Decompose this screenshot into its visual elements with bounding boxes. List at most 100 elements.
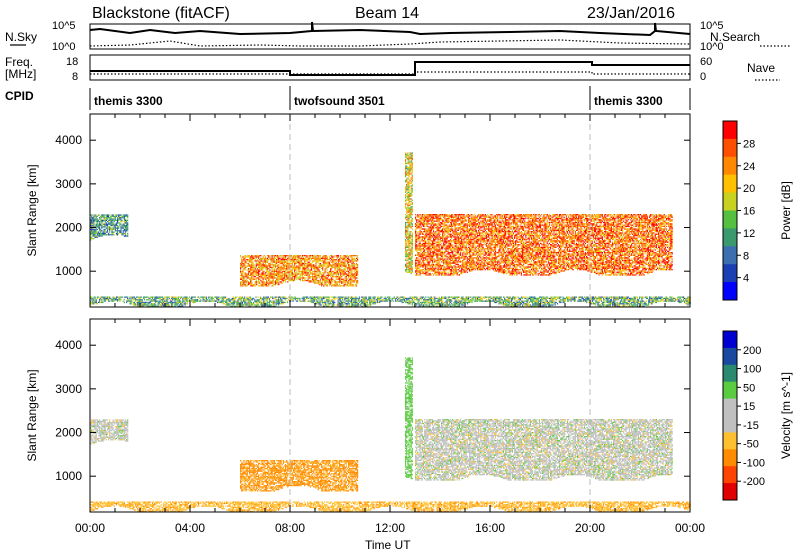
power-panel-cell [466, 259, 468, 262]
power-panel-cell [478, 235, 480, 237]
power-panel-cell [485, 224, 488, 226]
power-panel-cell [303, 273, 305, 275]
power-panel-cell [354, 278, 356, 280]
power-panel-cell [113, 217, 115, 219]
power-panel-cell [103, 232, 105, 235]
power-panel-cell [458, 233, 461, 235]
power-panel-cell [444, 267, 446, 269]
power-panel-cell [407, 206, 409, 208]
power-panel-cell [351, 272, 353, 274]
power-panel-cell [479, 221, 481, 224]
power-panel-cell [342, 256, 344, 258]
power-panel-cell [103, 217, 105, 219]
power-panel-cell [427, 270, 429, 272]
power-panel-cell [312, 260, 314, 262]
power-panel-cell [464, 225, 466, 228]
power-panel-cell [424, 237, 426, 239]
power-panel-cell [467, 258, 470, 260]
power-panel-cell [448, 217, 450, 220]
power-panel-cell [469, 238, 471, 241]
power-panel-cell [410, 261, 412, 263]
power-panel-cell [422, 266, 425, 268]
power-panel-cell [245, 282, 247, 284]
power-panel-cell [460, 220, 462, 222]
power-panel-cell [253, 270, 255, 273]
power-panel-cell [454, 214, 456, 216]
power-panel-cell [471, 223, 473, 225]
power-panel-cell [464, 269, 466, 271]
power-panel-cell [429, 235, 431, 237]
power-panel-cell [92, 235, 94, 237]
power-panel-cell [259, 264, 261, 266]
power-panel-cell [458, 244, 461, 246]
power-panel-cell [408, 197, 410, 199]
power-panel-cell [410, 169, 412, 171]
power-panel-cell [245, 276, 247, 278]
power-panel-cell [406, 193, 408, 195]
power-panel-cell [424, 263, 426, 266]
power-panel-cell [438, 257, 440, 259]
power-panel-cell [127, 232, 129, 235]
power-panel-cell [273, 255, 275, 257]
power-panel-cell [438, 262, 440, 264]
power-panel-cell [409, 261, 411, 263]
power-panel-cell [422, 259, 425, 262]
power-panel-cell [457, 245, 459, 247]
power-panel-cell [260, 259, 262, 261]
power-panel-cell [453, 236, 455, 238]
power-panel-cell [473, 235, 475, 237]
power-panel-cell [406, 246, 408, 248]
power-panel-cell [124, 224, 127, 227]
power-panel-cell [406, 190, 408, 192]
power-panel-cell [418, 231, 420, 233]
power-panel-cell [406, 187, 408, 190]
power-panel-cell [455, 267, 457, 269]
power-panel-cell [406, 242, 408, 245]
power-panel-cell [465, 229, 467, 231]
power-panel-cell [478, 229, 480, 231]
power-panel-cell [417, 257, 419, 259]
power-panel-cell [94, 231, 96, 233]
power-panel-cell [307, 276, 309, 278]
power-panel-cell [445, 259, 447, 262]
power-panel-cell [456, 220, 458, 222]
power-panel-cell [416, 219, 418, 221]
power-panel-cell [473, 249, 475, 251]
power-panel-cell [250, 270, 252, 273]
power-panel-cell [440, 221, 443, 224]
power-panel-cell [250, 265, 252, 267]
power-panel-cell [95, 217, 97, 219]
power-panel-cell [420, 250, 422, 252]
power-panel-cell [405, 214, 407, 216]
power-panel-cell [418, 259, 420, 262]
power-panel-cell [411, 255, 413, 258]
power-panel-cell [469, 217, 471, 220]
power-panel-cell [312, 278, 314, 280]
power-panel-cell [429, 227, 431, 229]
power-panel-cell [464, 261, 466, 263]
power-panel-cell [348, 262, 350, 265]
power-panel-cell [312, 272, 314, 274]
power-panel-cell [426, 263, 428, 266]
power-panel-cell [255, 279, 257, 282]
power-panel-cell [408, 169, 410, 171]
power-panel-cell [484, 217, 486, 220]
power-panel-cell [409, 250, 411, 252]
power-panel-cell [406, 195, 408, 197]
power-panel-cell [344, 277, 346, 279]
power-panel-cell [255, 283, 257, 286]
power-panel-cell [276, 278, 278, 280]
power-panel-cell [315, 276, 317, 278]
power-panel-cell [256, 274, 259, 276]
power-panel-cell [417, 249, 419, 251]
power-panel-cell [281, 262, 283, 265]
power-panel-cell [301, 261, 304, 263]
power-panel-cell [120, 217, 122, 219]
power-panel-cell [96, 219, 98, 221]
power-panel-cell [467, 255, 470, 258]
power-panel-cell [261, 264, 263, 266]
power-panel-cell [473, 265, 475, 267]
power-panel-cell [121, 219, 123, 221]
power-panel-cell [324, 257, 326, 259]
power-panel-cell [426, 224, 428, 226]
